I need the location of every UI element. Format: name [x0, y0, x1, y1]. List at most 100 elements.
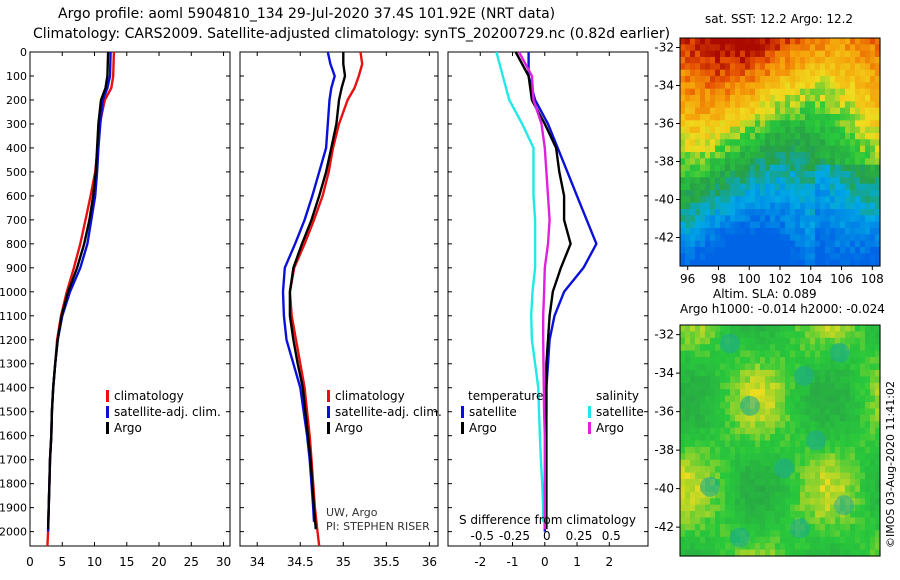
map-cell	[790, 38, 796, 45]
map-cell	[785, 259, 791, 267]
map-cell	[715, 95, 721, 102]
map-cell	[795, 171, 801, 178]
map-cell	[685, 177, 691, 185]
map-cell	[690, 453, 696, 461]
map-cell	[700, 120, 706, 128]
map-cell	[870, 76, 876, 83]
map-cell	[730, 209, 736, 216]
map-cell	[795, 215, 801, 223]
map-cell	[870, 389, 876, 397]
map-cell	[740, 164, 746, 172]
map-cell	[705, 536, 711, 544]
map-cell	[685, 369, 691, 377]
map-cell	[875, 549, 881, 557]
map-cell	[805, 240, 811, 248]
map-cell	[785, 331, 791, 339]
map-cell	[725, 171, 731, 178]
map-cell	[790, 253, 796, 261]
map-cell	[795, 479, 801, 487]
map-cell	[860, 498, 866, 506]
map-cell	[705, 88, 711, 96]
map-cell	[830, 523, 836, 531]
map-cell	[690, 50, 696, 58]
map-cell	[770, 253, 776, 261]
map-cell	[810, 331, 816, 339]
map-cell	[795, 421, 801, 429]
map-cell	[870, 414, 876, 422]
map-cell	[700, 325, 706, 333]
map-cell	[705, 145, 711, 153]
map-cell	[680, 472, 686, 480]
map-cell	[700, 504, 706, 512]
map-cell	[685, 234, 691, 242]
map-cell	[860, 190, 866, 197]
map-cell	[875, 395, 881, 403]
map-cell	[780, 221, 786, 229]
map-cell	[730, 183, 736, 191]
map-cell	[810, 504, 816, 512]
map-cell	[820, 44, 826, 52]
map-cell	[730, 491, 736, 499]
map-cell	[835, 126, 841, 134]
map-cell	[695, 88, 701, 96]
map-cell	[700, 209, 706, 216]
map-cell	[770, 453, 776, 461]
map-cell	[850, 190, 856, 197]
map-cell	[765, 50, 771, 58]
map-cell	[845, 158, 851, 166]
map-cell	[855, 145, 861, 153]
map-cell	[785, 247, 791, 254]
map-cell	[685, 38, 691, 45]
map-cell	[825, 221, 831, 229]
map-cell	[680, 491, 686, 499]
map-cell	[865, 369, 871, 377]
map-cell	[830, 479, 836, 487]
map-cell	[835, 202, 841, 210]
map-cell	[695, 247, 701, 254]
map-cell	[810, 215, 816, 223]
map-cell	[730, 402, 736, 410]
map-cell	[715, 504, 721, 512]
map-cell	[745, 363, 751, 371]
map-cell	[690, 363, 696, 371]
map-cell	[825, 498, 831, 506]
map-cell	[690, 369, 696, 377]
map-cell	[680, 363, 686, 371]
map-cell	[695, 434, 701, 442]
map-cell	[695, 177, 701, 185]
map-cell	[855, 402, 861, 410]
map-cell	[795, 253, 801, 261]
map-cell	[855, 215, 861, 223]
y-tick-label: 200	[6, 94, 27, 107]
map-cell	[825, 152, 831, 159]
map-cell	[730, 50, 736, 58]
map-cell	[695, 101, 701, 109]
map-cell	[690, 402, 696, 410]
map-cell	[855, 331, 861, 339]
map-cell	[750, 382, 756, 390]
x-tick-label: 34.5	[287, 555, 314, 569]
map-cell	[705, 76, 711, 83]
map-cell	[715, 183, 721, 191]
map-cell	[720, 331, 726, 339]
map-cell	[745, 440, 751, 448]
map-cell	[815, 369, 821, 377]
map-cell	[840, 139, 846, 147]
map-cell	[815, 549, 821, 557]
map-cell	[680, 240, 686, 248]
map-cell	[820, 95, 826, 102]
map-cell	[700, 363, 706, 371]
map-cell	[725, 369, 731, 377]
map-cell	[775, 202, 781, 210]
map-cell	[780, 209, 786, 216]
map-cell	[825, 382, 831, 390]
map-cell	[825, 228, 831, 235]
map-cell	[855, 363, 861, 371]
map-cell	[835, 76, 841, 83]
map-cell	[725, 543, 731, 551]
map-cell	[875, 76, 881, 83]
map-cell	[735, 139, 741, 147]
map-cell	[815, 517, 821, 525]
map-cell	[755, 325, 761, 333]
map-cell	[725, 234, 731, 242]
